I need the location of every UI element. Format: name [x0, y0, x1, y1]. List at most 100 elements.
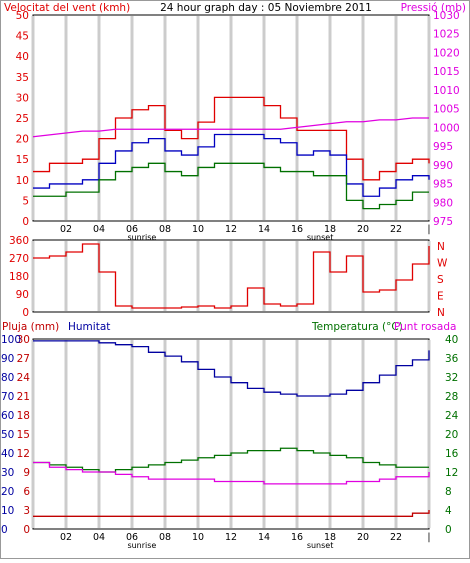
hour-tick-label: 02: [60, 224, 72, 235]
humidity-tick-label: 60: [1, 410, 14, 422]
humidity-axis-title: Humitat: [68, 321, 110, 333]
humidity-tick-label: 30: [1, 467, 14, 479]
pressure-tick-label: 1015: [433, 66, 460, 78]
rain-tick-label: 30: [17, 334, 30, 346]
pressure-series-line: [32, 117, 429, 138]
humidity-tick-label: 80: [1, 372, 14, 384]
rain-tick-label: 24: [17, 372, 31, 384]
wind-speed-tick-label: 45: [16, 31, 29, 43]
hour-tick-label: 02: [60, 532, 72, 543]
hour-tick-label: 04: [93, 532, 105, 543]
temperature-tick-label: 8: [445, 486, 452, 498]
pressure-tick-label: 990: [433, 160, 453, 172]
hour-tick-label: 20: [357, 224, 369, 235]
pressure-tick-label: 985: [433, 179, 453, 191]
wind-speed-tick-label: 15: [16, 154, 29, 166]
hour-tick-label: 14: [258, 224, 270, 235]
sunset-label: sunset: [307, 233, 334, 242]
hour-tick-label: 22: [390, 224, 402, 235]
rain-tick-label: 27: [17, 353, 30, 365]
rain-series-line: [33, 510, 430, 517]
speed-series-line: [33, 133, 430, 197]
hour-tick-label: 12: [225, 224, 237, 235]
chart-title: 24 hour graph day : 05 Noviembre 2011: [160, 2, 372, 14]
humidity-tick-label: 70: [1, 391, 14, 403]
pressure-tick-label: 1020: [433, 47, 460, 59]
humidity-series-line: [33, 340, 430, 397]
rain-axis-title: Pluja (mm): [2, 321, 59, 333]
pressure-tick-label: 995: [433, 141, 453, 153]
direction-tick-label: 360: [9, 235, 29, 247]
wind-speed-tick-label: 50: [16, 10, 29, 22]
humidity-tick-label: 50: [1, 429, 14, 441]
sunrise-label: sunrise: [127, 233, 156, 242]
pressure-tick-label: 1025: [433, 29, 460, 41]
pressure-tick-label: 1030: [433, 10, 460, 22]
pressure-tick-label: 1000: [433, 122, 460, 134]
rain-tick-label: 15: [17, 429, 30, 441]
rain-tick-label: 9: [23, 467, 30, 479]
compass-label: N: [437, 307, 445, 319]
wind-speed-tick-label: 30: [16, 92, 29, 104]
pressure-axis-title: Pressió (mb): [401, 2, 466, 14]
gust-series-line: [33, 96, 430, 181]
hour-tick-label: 12: [225, 532, 237, 543]
temperature-tick-label: 36: [445, 353, 459, 365]
humidity-tick-label: 10: [1, 505, 14, 517]
wind-speed-tick-label: 5: [22, 195, 29, 207]
hour-tick-label: 10: [192, 224, 204, 235]
humidity-tick-label: 20: [1, 486, 14, 498]
compass-label: S: [437, 274, 444, 286]
hour-tick-label: 06: [126, 532, 138, 543]
direction-series-line: [33, 243, 430, 309]
hour-tick-label: 22: [390, 532, 402, 543]
hour-tick-label: 18: [324, 224, 336, 235]
temperature-tick-label: 4: [445, 505, 452, 517]
hour-tick-label: 06: [126, 224, 138, 235]
pressure-tick-label: 1005: [433, 104, 460, 116]
hour-tick-label: 16: [291, 224, 303, 235]
compass-label: N: [437, 241, 445, 253]
hour-tick-label: 08: [159, 532, 171, 543]
direction-tick-label: 90: [16, 289, 29, 301]
wind-speed-tick-label: 40: [16, 51, 29, 63]
compass-label: E: [437, 291, 444, 303]
temperature-tick-label: 32: [445, 372, 458, 384]
dewpoint-axis-title: Punt rosada: [394, 321, 456, 333]
temperature-tick-label: 16: [445, 448, 459, 460]
humidity-tick-label: 100: [1, 334, 21, 346]
hour-tick-label: 18: [324, 532, 336, 543]
temperature-series-line: [33, 447, 429, 473]
rain-tick-label: 0: [23, 524, 30, 536]
temperature-tick-label: 12: [445, 467, 458, 479]
hour-tick-label: 04: [93, 224, 105, 235]
rain-tick-label: 3: [23, 505, 30, 517]
humidity-tick-label: 90: [1, 353, 14, 365]
direction-tick-label: 270: [9, 253, 29, 265]
temperature-axis-title: Temperatura (°C): [311, 321, 403, 333]
wind-speed-tick-label: 0: [22, 216, 29, 228]
end-tick-label: |: [427, 532, 430, 543]
sunset-label: sunset: [307, 541, 334, 550]
dewpoint-series-line: [33, 461, 430, 485]
humidity-tick-label: 40: [1, 448, 14, 460]
avg-series-line: [33, 162, 429, 210]
hour-tick-label: 14: [258, 532, 270, 543]
temperature-tick-label: 40: [445, 334, 458, 346]
wind-speed-tick-label: 20: [16, 134, 29, 146]
pressure-tick-label: 975: [433, 216, 453, 228]
rain-tick-label: 6: [23, 486, 30, 498]
hour-tick-label: 10: [192, 532, 204, 543]
temperature-tick-label: 20: [445, 429, 458, 441]
wind-speed-tick-label: 35: [16, 72, 29, 84]
wind-speed-tick-label: 10: [16, 175, 29, 187]
pressure-tick-label: 980: [433, 197, 453, 209]
pressure-tick-label: 1010: [433, 85, 460, 97]
end-tick-label: |: [427, 224, 430, 235]
compass-label: W: [437, 258, 448, 270]
temperature-tick-label: 0: [445, 524, 452, 536]
temperature-tick-label: 24: [445, 410, 459, 422]
wind-speed-axis-title: Velocitat del vent (kmh): [4, 2, 130, 14]
